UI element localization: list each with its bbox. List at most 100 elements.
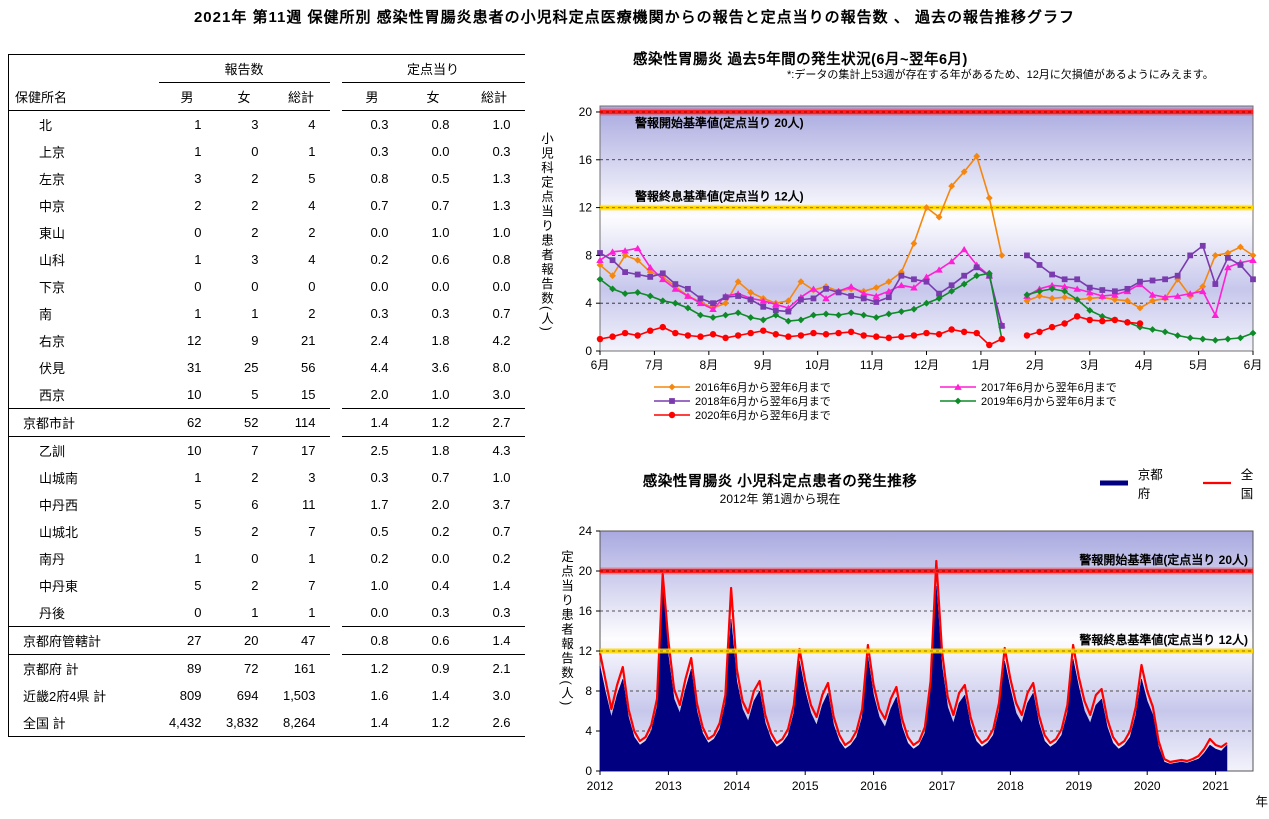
table-cell: 全国 計 [8, 709, 159, 737]
table-cell: 2.6 [463, 709, 525, 737]
table-cell [330, 273, 342, 300]
legend-marker-icon [654, 411, 690, 418]
table-cell: 114 [272, 408, 330, 437]
table-cell: 1.0 [492, 225, 511, 240]
alert-label: 警報終息基準値(定点当り 12人) [634, 189, 804, 204]
table-cell: 2 [251, 171, 259, 186]
x-tick-label: 7月 [645, 358, 664, 372]
table-cell [330, 192, 342, 219]
table-cell: 15 [272, 381, 330, 409]
table-cell: 6 [251, 497, 259, 512]
legend-label: 2016年6月から翌年6月まで [695, 381, 831, 394]
table-row: 山城北 5 2 7 0.5 0.2 0.7 [9, 518, 525, 545]
table-cell: 2 [251, 225, 259, 240]
table-cell: 総計 [463, 82, 525, 111]
table-cell [9, 55, 159, 83]
legend-item: 2019年6月から翌年6月まで [939, 394, 1225, 408]
table-cell: 3 [194, 171, 202, 186]
table-cell: 1 [251, 306, 259, 321]
table-cell: 0.3 [370, 306, 389, 321]
table-cell: 25 [244, 360, 259, 375]
table-cell: 5 [194, 497, 202, 512]
table-cell: 1.0 [402, 381, 464, 409]
x-tick-label: 8月 [699, 358, 718, 372]
table-cell: 0.3 [370, 144, 389, 159]
legend-marker-icon [654, 383, 690, 390]
chart1-y-axis-label: 小児科定点当り患者報告数(人) [539, 132, 553, 333]
table-cell: 3 [308, 470, 316, 485]
table-cell: 伏見 [39, 361, 66, 376]
legend-marker-icon [654, 397, 690, 404]
table-cell: 0.0 [370, 225, 389, 240]
table-cell: 3.0 [463, 381, 525, 409]
table-cell: 4.3 [492, 443, 511, 458]
table-cell [330, 627, 342, 655]
table-cell [330, 464, 342, 491]
y-tick-label: 20 [579, 564, 593, 578]
legend-label: 2018年6月から翌年6月まで [695, 395, 831, 408]
table-cell: 10 [187, 443, 202, 458]
x-tick-label: 11月 [860, 358, 884, 372]
table-cell: 2.0 [431, 497, 450, 512]
table-cell: 8,264 [272, 709, 330, 737]
y-tick-label: 4 [585, 724, 592, 738]
table-cell: 9 [251, 333, 259, 348]
x-tick-label: 1月 [972, 358, 991, 372]
table-cell: 乙訓 [39, 444, 66, 459]
table-cell: 北 [39, 118, 53, 133]
table-row: 近畿2府4県 計 809 694 1,503 1.6 1.4 3.0 [9, 682, 525, 709]
table-cell: 0.3 [370, 117, 389, 132]
table-cell: 1 [194, 551, 202, 566]
table-cell: 4 [308, 252, 316, 267]
table-cell: 2 [251, 470, 259, 485]
x-tick-label: 2018 [997, 779, 1024, 793]
table-cell: 5 [308, 171, 316, 186]
table-cell: 右京 [39, 334, 66, 349]
x-tick-label: 2015 [792, 779, 819, 793]
table-cell: 0.0 [431, 551, 450, 566]
table-cell: 4.2 [492, 333, 511, 348]
legend-label: 京都府 [1137, 467, 1163, 501]
table-cell: 31 [187, 360, 202, 375]
table-cell: 1.0 [431, 225, 450, 240]
table-cell: 0.0 [431, 279, 450, 294]
table-cell: 4 [308, 198, 316, 213]
chart1-plot: 警報開始基準値(定点当り 20人) 警報終息基準値(定点当り 12人) 0 4 8 12 1… [579, 105, 1263, 372]
table-cell: 山城北 [39, 525, 79, 540]
chart2-y-axis-label: 定点当り患者報告数(人) [559, 550, 573, 708]
chart1-legend: 2016年6月から翌年6月まで 2017年6月から翌年6月まで 2018年6月から翌… [653, 380, 1225, 422]
table-cell: 0.3 [402, 599, 464, 627]
x-tick-label: 2月 [1026, 358, 1045, 372]
table-cell: 2.5 [370, 443, 389, 458]
table-cell: 2.4 [370, 333, 389, 348]
series-2020年6月から翌年6月まで [596, 313, 1144, 349]
table-cell: 0.2 [370, 551, 389, 566]
x-tick-label: 2017 [929, 779, 956, 793]
table-cell: 0.0 [341, 599, 403, 627]
table-cell: 8.0 [492, 360, 511, 375]
table-group-header-row: 報告数 定点当り [9, 54, 525, 83]
table-cell: 1 [194, 252, 202, 267]
table-row: 京都府管轄計 27 20 47 0.8 0.6 1.4 [8, 626, 525, 655]
table-cell: 0.6 [402, 626, 464, 655]
table-cell: 4.4 [370, 360, 389, 375]
x-tick-label: 6月 [591, 358, 610, 372]
y-tick-label: 4 [585, 296, 592, 310]
chart2-title: 感染性胃腸炎 小児科定点患者の発生推移 [642, 474, 918, 490]
table-cell: 3 [251, 252, 259, 267]
table-cell: 0.6 [431, 252, 450, 267]
health-center-table: 報告数 定点当り 保健所名男女総計男女総計北 1 3 4 0.3 0.8 1.0 上京 1 0 1 0.3… [8, 54, 525, 737]
table-cell: 11 [302, 497, 316, 512]
legend-label: 2017年6月から翌年6月まで [981, 381, 1117, 394]
table-row: 中丹東 5 2 7 1.0 0.4 1.4 [9, 572, 525, 599]
table-cell [330, 545, 342, 572]
alert-lines: 警報開始基準値(定点当り 20人) 警報終息基準値(定点当り 12人) [600, 108, 1253, 211]
table-cell: 報告数 [158, 54, 330, 83]
chart1-note: *:データの集計上53週が存在する年があるため、12月に欠損値があるようにみえま… [787, 69, 1214, 81]
legend-label: 2020年6月から翌年6月まで [695, 409, 831, 422]
table-cell [330, 599, 342, 627]
table-row: 全国 計 4,432 3,832 8,264 1.4 1.2 2.6 [8, 709, 525, 737]
table-cell: 0.4 [431, 578, 450, 593]
table-cell: 中京 [39, 199, 66, 214]
